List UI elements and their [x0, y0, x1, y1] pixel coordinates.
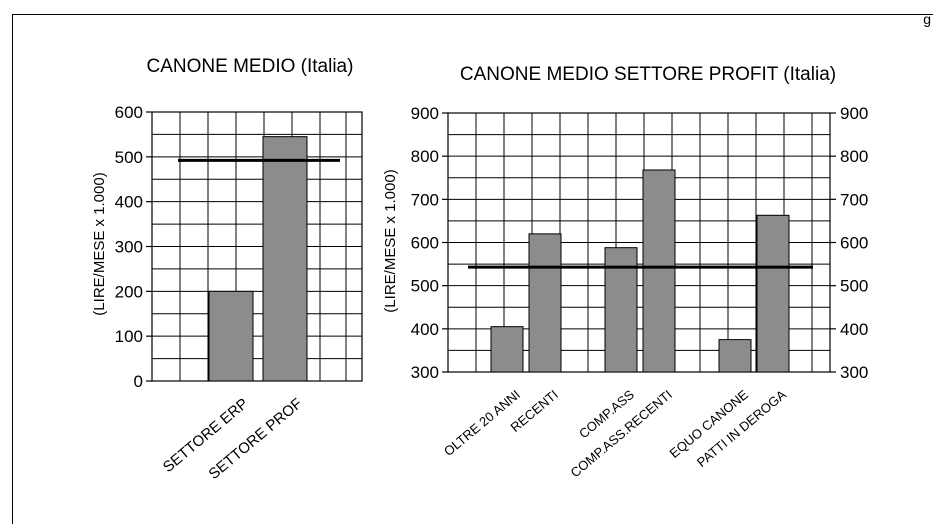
y-tick-label: 900	[411, 104, 439, 123]
y-tick-label: 100	[115, 327, 143, 346]
y-tick-label: 600	[411, 234, 439, 253]
y-tick-label-right: 700	[840, 190, 868, 209]
bar	[642, 169, 676, 373]
bar	[208, 290, 254, 382]
y-tick-label: 200	[115, 282, 143, 301]
y-tick-label: 500	[411, 277, 439, 296]
bar	[718, 339, 752, 373]
y-tick-label-right: 900	[840, 104, 868, 123]
y-tick-label: 600	[115, 103, 143, 122]
y-tick-label: 700	[411, 190, 439, 209]
y-tick-label: 400	[115, 193, 143, 212]
chart2-ylabel: (LIRE/MESE x 1.000)	[382, 169, 399, 312]
y-tick-label-right: 300	[840, 363, 868, 382]
category-label: SETTORE PROF	[205, 395, 305, 483]
y-tick-label-right: 400	[840, 320, 868, 339]
y-tick-label-right: 600	[840, 234, 868, 253]
y-tick-label: 300	[411, 363, 439, 382]
page-frame: g	[12, 11, 933, 524]
bar	[756, 214, 790, 373]
y-tick-label-right: 500	[840, 277, 868, 296]
page-marker: g	[923, 11, 931, 27]
y-tick-label: 300	[115, 238, 143, 257]
chart1-title: CANONE MEDIO (Italia)	[147, 56, 354, 77]
bar	[490, 326, 524, 373]
bar	[262, 136, 308, 382]
chart2-plot: 300 300 400 400 500 500 600 600 700 700 800 800 900 9…	[411, 104, 869, 480]
chart2-title: CANONE MEDIO SETTORE PROFIT (Italia)	[460, 64, 836, 85]
y-tick-label: 400	[411, 320, 439, 339]
y-tick-label: 0	[134, 372, 143, 391]
bar	[528, 233, 562, 373]
y-tick-label: 800	[411, 147, 439, 166]
y-tick-label: 500	[115, 148, 143, 167]
chart1-ylabel: (LIRE/MESE x 1.000)	[91, 172, 108, 315]
y-tick-label-right: 800	[840, 147, 868, 166]
